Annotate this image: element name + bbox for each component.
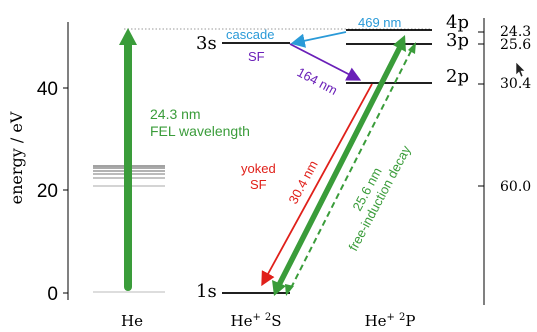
- column-label-hep-p: He+ 2P: [365, 312, 416, 330]
- cascade-arrow: [294, 32, 346, 43]
- sf-wavelength: 164 nm: [295, 64, 340, 98]
- column-label-hep-s: He+ 2S: [230, 312, 281, 330]
- yoked-sf-label: SF: [250, 177, 267, 192]
- column-label-he: He: [121, 312, 143, 330]
- left-tick-20: 20: [37, 181, 58, 202]
- left-tick-40: 40: [37, 79, 58, 100]
- level-2p: 2p: [446, 66, 469, 87]
- yoked-label: yoked: [241, 161, 276, 176]
- hep-p-levels: [346, 30, 432, 83]
- level-1s: 1s: [196, 281, 217, 302]
- fel-wavelength-label: FEL wavelength: [150, 123, 250, 139]
- left-axis: 40 20 0 energy / eV: [7, 22, 68, 305]
- right-tick-60-0: 60.0: [500, 179, 531, 195]
- mouse-cursor-icon: [516, 62, 525, 77]
- level-3s: 3s: [196, 33, 217, 54]
- sf-label: SF: [248, 49, 265, 64]
- fel-wavelength-nm: 24.3 nm: [150, 106, 201, 122]
- left-tick-0: 0: [47, 284, 58, 305]
- right-axis: 24.3 25.6 30.4 60.0: [478, 18, 531, 305]
- yoked-sf-wavelength: 30.4 nm: [285, 158, 320, 207]
- column-labels: He He+ 2S He+ 2P: [121, 312, 415, 330]
- left-axis-label: energy / eV: [7, 111, 26, 204]
- yoked-sf-arrow: [263, 84, 372, 283]
- cascade-wavelength: 469 nm: [358, 15, 401, 30]
- level-3p: 3p: [446, 30, 469, 51]
- right-tick-25-6: 25.6: [500, 37, 531, 53]
- fel-arrow: [119, 28, 137, 287]
- cascade-label: cascade: [226, 27, 274, 42]
- resonant-excitation-arrow: [272, 35, 406, 296]
- right-tick-30-4: 30.4: [500, 76, 531, 92]
